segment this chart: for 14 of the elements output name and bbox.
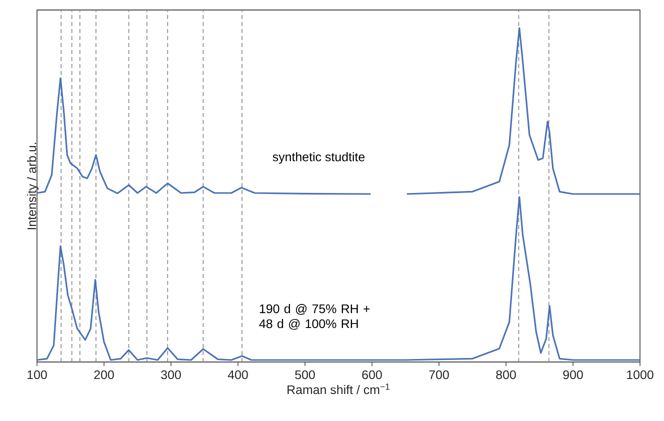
x-tick-label: 400 [228, 370, 248, 380]
y-axis-title: Intensity / arb.u. [27, 142, 39, 230]
x-tick-label: 800 [496, 370, 516, 380]
x-tick-label: 500 [295, 370, 315, 380]
text: 190 d @ 75% RH + 48 d @ 100% RH [259, 304, 370, 330]
x-tick-label: 100 [28, 370, 47, 380]
x-tick-label: 900 [563, 370, 583, 380]
x-tick-label: 700 [429, 370, 449, 380]
x-tick-label: 600 [362, 370, 382, 380]
x-tick-label: 300 [161, 370, 181, 380]
x-tick-label: 1000 [627, 370, 654, 380]
x-axis-title: Raman shift / cm$^{−1}$ [288, 384, 390, 394]
text: synthetic studtite [272, 152, 365, 164]
x-tick-label: 200 [94, 370, 114, 380]
